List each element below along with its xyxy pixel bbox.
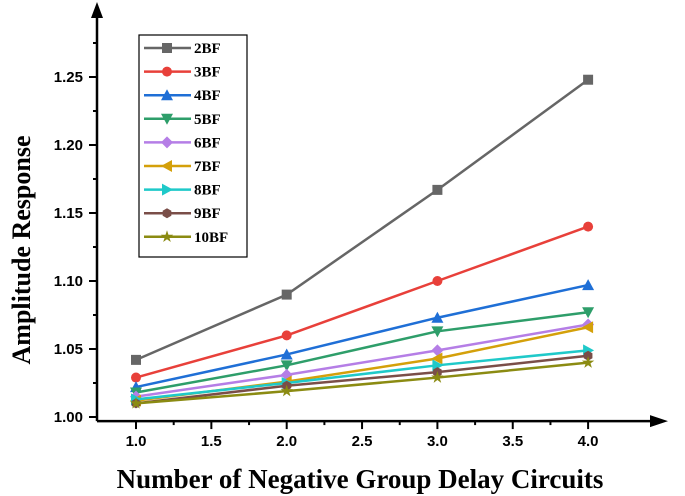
y-axis-label: Amplitude Response [7, 136, 36, 365]
data-point [582, 321, 594, 334]
legend-label: 10BF [194, 230, 228, 246]
series-line [135, 311, 589, 394]
data-point [129, 396, 143, 409]
data-point [281, 289, 292, 300]
y-tick-label: 1.20 [54, 137, 83, 154]
data-point [581, 356, 595, 368]
legend-marker [162, 208, 172, 219]
data-point [432, 184, 443, 195]
data-point [131, 354, 141, 365]
legend-label: 5BF [194, 112, 221, 128]
legend-label: 2BF [194, 41, 221, 57]
x-tick-label: 2.0 [276, 433, 297, 450]
x-tick-label: 1.5 [201, 433, 222, 450]
y-tick-label: 1.10 [54, 273, 83, 290]
series-line [135, 225, 589, 379]
series-line [135, 323, 589, 398]
legend-label: 6BF [194, 135, 221, 151]
data-point [131, 372, 141, 383]
data-point [583, 221, 594, 232]
data-point [583, 350, 593, 361]
legend-marker [161, 113, 173, 125]
data-point [582, 279, 595, 291]
x-tick-label: 3.5 [502, 433, 523, 450]
y-tick-label: 1.00 [54, 409, 83, 426]
x-axis-arrow [650, 415, 668, 428]
data-point [431, 311, 444, 323]
series-3BF [131, 221, 594, 383]
data-point [281, 330, 292, 341]
data-point [582, 307, 595, 319]
legend-marker [162, 66, 172, 77]
y-tick-label: 1.15 [54, 205, 83, 222]
series-line [135, 349, 589, 401]
x-tick-label: 4.0 [578, 433, 599, 450]
legend: 2BF 3BF 4BF 5BF 6BF 7BF 8BF 9BF 10BF [138, 34, 248, 258]
x-axis-label: Number of Negative Group Delay Circuits [117, 464, 604, 494]
series-line [135, 354, 589, 405]
legend-label: 7BF [194, 159, 221, 175]
legend-marker [161, 160, 172, 172]
data-point [432, 276, 443, 286]
data-point [432, 359, 444, 372]
data-point [431, 344, 444, 357]
legend-marker [161, 136, 173, 149]
y-tick-label: 1.25 [54, 69, 83, 86]
series-line [135, 78, 589, 362]
legend-box [138, 34, 248, 258]
series-10BF [129, 356, 595, 409]
series-line [135, 361, 589, 405]
series-9BF [131, 350, 593, 409]
legend-marker [161, 89, 173, 101]
y-axis-arrow [91, 2, 103, 18]
x-tick-label: 2.5 [352, 433, 373, 450]
data-point [431, 352, 443, 365]
x-tick-label: 3.0 [427, 433, 448, 450]
series-2BF [131, 74, 594, 365]
legend-marker [162, 183, 173, 196]
legend-label: 8BF [194, 183, 221, 199]
data-point [280, 348, 293, 360]
series-5BF [130, 307, 595, 399]
legend-label: 9BF [194, 206, 221, 222]
y-tick-label: 1.05 [54, 341, 83, 358]
legend-label: 3BF [194, 65, 221, 81]
x-tick-label: 1.0 [126, 433, 147, 450]
data-point [280, 384, 293, 397]
series-line [135, 283, 589, 389]
legend-marker [160, 230, 174, 243]
data-point [583, 74, 594, 85]
legend-label: 4BF [194, 88, 221, 104]
data-point [431, 371, 444, 383]
data-point [280, 360, 293, 372]
data-point [431, 326, 444, 338]
legend-marker [162, 43, 172, 53]
